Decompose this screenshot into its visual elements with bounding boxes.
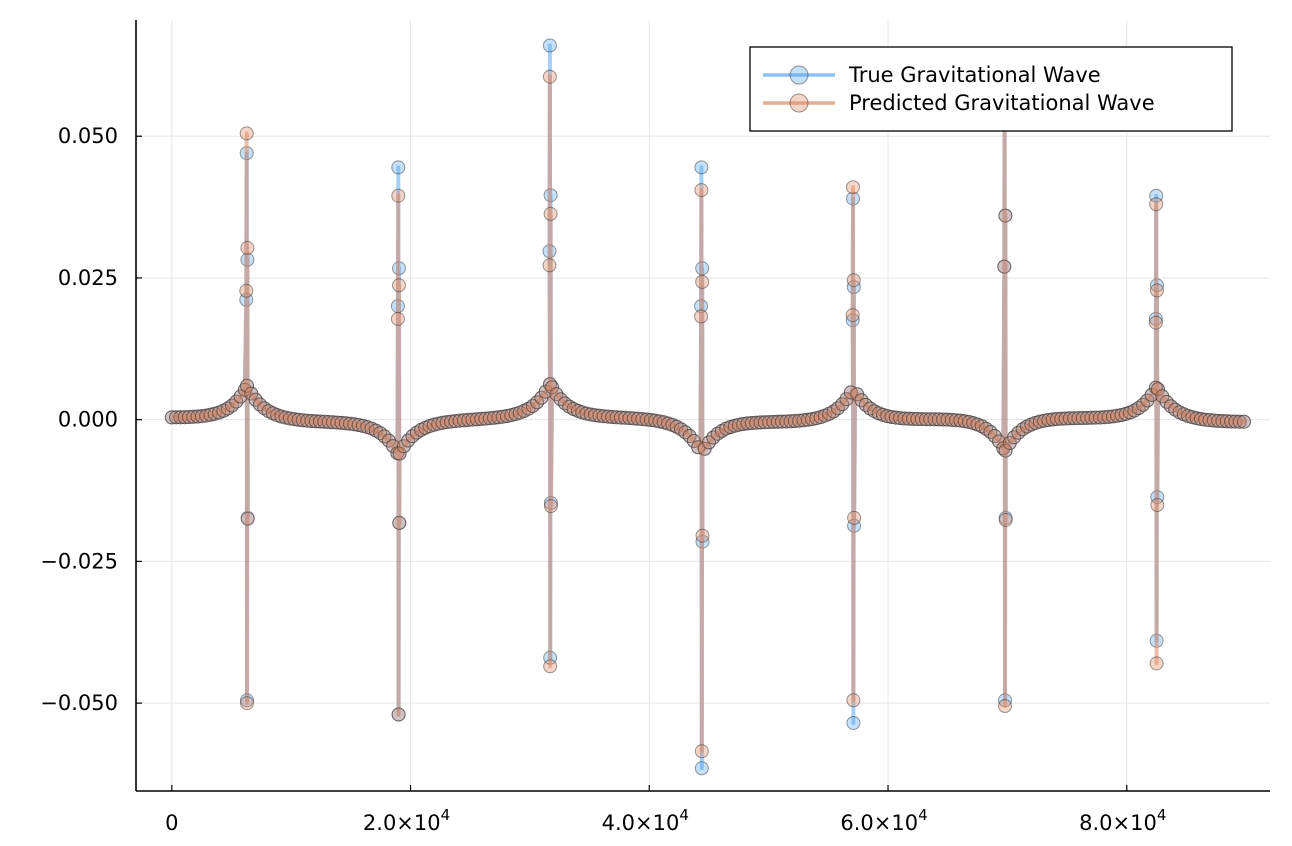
data-point <box>239 283 254 298</box>
y-tick-label: −0.050 <box>40 691 118 715</box>
data-point <box>694 160 709 175</box>
data-point <box>652 414 667 429</box>
data-point <box>542 258 557 273</box>
y-tick-label: −0.025 <box>40 549 118 573</box>
x-tick-exponent: 4 <box>679 806 689 824</box>
data-point <box>390 311 405 326</box>
data-point <box>500 409 514 423</box>
data-point <box>1149 656 1164 671</box>
data-point <box>391 188 406 203</box>
data-point <box>542 69 557 84</box>
data-point <box>391 707 406 722</box>
data-point <box>974 419 989 434</box>
data-point <box>694 744 709 759</box>
data-point <box>1110 408 1125 423</box>
y-tick-label: 0.050 <box>58 124 118 148</box>
x-tick-label: 8.0×104 <box>1079 806 1166 835</box>
legend-marker-swatch <box>789 93 809 113</box>
data-point <box>983 424 998 439</box>
data-point <box>240 240 255 255</box>
legend-box <box>749 46 1233 132</box>
data-point <box>543 206 558 221</box>
data-point <box>846 693 861 708</box>
data-point <box>1148 315 1163 330</box>
data-point <box>233 389 248 404</box>
data-point <box>845 308 860 323</box>
data-point <box>545 380 560 395</box>
legend-label: Predicted Gravitational Wave <box>849 91 1155 115</box>
data-point <box>391 160 406 175</box>
data-point <box>998 512 1013 527</box>
data-point <box>199 408 214 423</box>
legend-entry: Predicted Gravitational Wave <box>763 91 1155 115</box>
series-layer <box>164 38 1251 776</box>
data-point <box>678 425 693 440</box>
data-point <box>1155 389 1170 404</box>
data-point <box>822 406 837 421</box>
x-tick-exponent: 4 <box>1157 806 1167 824</box>
data-point <box>1232 414 1247 429</box>
data-point <box>1150 498 1165 512</box>
data-point <box>695 274 710 289</box>
legend-label: True Gravitational Wave <box>848 63 1101 87</box>
data-point <box>351 418 366 432</box>
data-point <box>694 183 709 198</box>
data-point <box>1151 382 1165 397</box>
data-point <box>830 401 845 416</box>
data-point <box>998 208 1013 223</box>
y-tick-label: 0.025 <box>58 266 118 290</box>
series-predicted-wave <box>164 69 1251 759</box>
data-point <box>846 273 861 288</box>
axes: 0 2.0×104 4.0×104 6.0×104 8.0×104 0.050 0.025 0… <box>40 20 1270 835</box>
data-point <box>240 511 255 526</box>
x-tick-label: 0 <box>165 811 178 835</box>
data-point <box>997 259 1012 274</box>
data-point <box>694 761 709 776</box>
legend-entry: True Gravitational Wave <box>763 63 1101 87</box>
data-point <box>669 419 684 434</box>
data-point <box>1140 393 1155 408</box>
data-point <box>847 510 862 525</box>
data-point <box>240 378 254 393</box>
data-point <box>392 278 406 293</box>
y-tick-label: 0.000 <box>58 408 118 432</box>
data-point <box>957 414 972 429</box>
data-point <box>1149 197 1164 212</box>
data-point <box>542 38 557 53</box>
legend-marker-swatch <box>789 65 809 85</box>
x-tick-label: 2.0×104 <box>363 806 450 835</box>
x-tick-label: 6.0×104 <box>840 806 927 835</box>
x-tick-exponent: 4 <box>441 806 451 824</box>
data-point <box>239 126 254 141</box>
data-point <box>1237 414 1251 429</box>
data-point <box>998 699 1012 713</box>
data-point <box>392 446 407 461</box>
data-point <box>846 180 860 195</box>
data-point <box>392 515 407 530</box>
data-point <box>240 696 254 711</box>
data-point <box>543 499 558 513</box>
x-tick-label: 4.0×104 <box>602 806 689 835</box>
data-point <box>805 412 820 427</box>
data-point <box>543 659 558 674</box>
data-point <box>846 716 861 730</box>
data-point <box>695 528 710 543</box>
data-point <box>998 443 1013 458</box>
data-point <box>562 399 577 414</box>
data-point <box>225 398 239 413</box>
legend: True Gravitational Wave Predicted Gravita… <box>749 46 1233 132</box>
data-point <box>694 309 709 324</box>
data-point <box>1150 283 1164 298</box>
x-tick-exponent: 4 <box>918 806 928 824</box>
